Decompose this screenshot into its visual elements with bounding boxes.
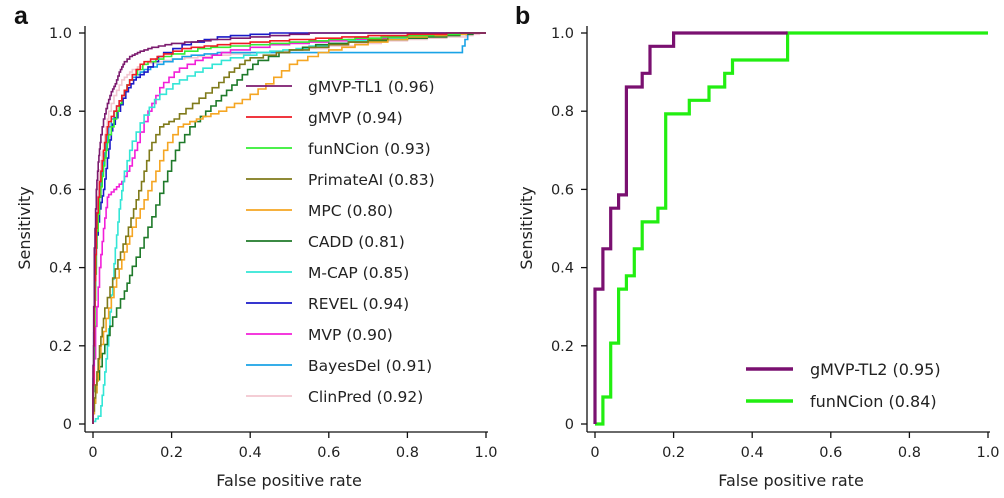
y-tick-label: 0.8 [49, 104, 72, 120]
x-tick-label: 0.8 [396, 445, 419, 461]
x-tick-label: 0.2 [160, 445, 183, 461]
panel-a-legend: gMVP-TL1 (0.96) gMVP (0.94) funNCion (0.93… [246, 78, 435, 406]
legend-label: PrimateAI (0.83) [308, 171, 435, 189]
legend-label: ClinPred (0.92) [308, 388, 423, 406]
y-tick-label: 1.0 [551, 26, 574, 42]
roc-curve-mpc [92, 32, 486, 424]
panel-a-x-axis-title: False positive rate [216, 471, 362, 490]
y-tick-label: 0.4 [551, 261, 574, 277]
x-tick-label: 0.4 [239, 445, 262, 461]
y-tick-label: 0 [63, 417, 72, 433]
roc-curve-funncion [595, 31, 988, 426]
legend-label: REVEL (0.94) [308, 295, 409, 313]
y-tick-label: 0 [565, 417, 574, 433]
legend-label: funNCion (0.93) [308, 140, 431, 158]
panel-b-y-axis-title: Sensitivity [517, 186, 536, 269]
x-tick-label: 1.0 [976, 445, 999, 461]
y-tick-label: 1.0 [49, 26, 72, 42]
panel-b-y-ticks: 0 0.2 0.4 0.6 0.8 1.0 [551, 26, 587, 433]
panel-a-y-ticks: 0 0.2 0.4 0.6 0.8 1.0 [49, 26, 85, 433]
roc-curve-gmvp [92, 32, 486, 424]
panel-b-label: b [515, 2, 530, 30]
x-tick-label: 0.6 [819, 445, 842, 461]
y-tick-label: 0.6 [551, 182, 574, 198]
panel-b-series [593, 31, 988, 426]
legend-label: BayesDel (0.91) [308, 357, 432, 375]
legend-label: M-CAP (0.85) [308, 264, 409, 282]
panel-b-x-ticks: 0 0.2 0.4 0.6 0.8 1.0 [590, 432, 1000, 461]
y-tick-label: 0.2 [49, 339, 72, 355]
roc-curve-cadd [92, 32, 486, 424]
panel-a-series [92, 32, 486, 424]
legend-label: gMVP-TL1 (0.96) [308, 78, 435, 96]
x-tick-label: 0.2 [662, 445, 685, 461]
panel-b-legend: gMVP-TL2 (0.95) funNCion (0.84) [746, 360, 941, 411]
x-tick-label: 1.0 [474, 445, 497, 461]
legend-label: gMVP (0.94) [308, 109, 403, 127]
panel-a-x-ticks: 0 0.2 0.4 0.6 0.8 1.0 [88, 432, 498, 461]
x-tick-label: 0.8 [898, 445, 921, 461]
x-tick-label: 0.6 [317, 445, 340, 461]
panel-b: b 0 0.2 0.4 0.6 0.8 1.0 0 0.2 0.4 0.6 0.8 1.0 gMVP… [515, 2, 1000, 490]
roc-curve-gmvp-tl2 [593, 31, 788, 424]
legend-label: MPC (0.80) [308, 202, 393, 220]
x-tick-label: 0 [88, 445, 97, 461]
y-tick-label: 0.6 [49, 182, 72, 198]
panel-a-y-axis-title: Sensitivity [15, 186, 34, 269]
panel-a-label: a [14, 2, 29, 30]
legend-label: MVP (0.90) [308, 326, 393, 344]
legend-label: gMVP-TL2 (0.95) [810, 360, 941, 379]
roc-curve-primateai [92, 32, 486, 424]
x-tick-label: 0.4 [741, 445, 764, 461]
y-tick-label: 0.8 [551, 104, 574, 120]
roc-curve-gmvp-tl1 [92, 32, 486, 424]
x-tick-label: 0 [590, 445, 599, 461]
legend-label: funNCion (0.84) [810, 392, 937, 411]
panel-a: a 0 0.2 0.4 0.6 0.8 1.0 0 0.2 0.4 0.6 0.8 1.0 gMVP… [14, 2, 498, 490]
y-tick-label: 0.4 [49, 261, 72, 277]
panel-b-x-axis-title: False positive rate [718, 471, 864, 490]
y-tick-label: 0.2 [551, 339, 574, 355]
legend-label: CADD (0.81) [308, 233, 405, 251]
